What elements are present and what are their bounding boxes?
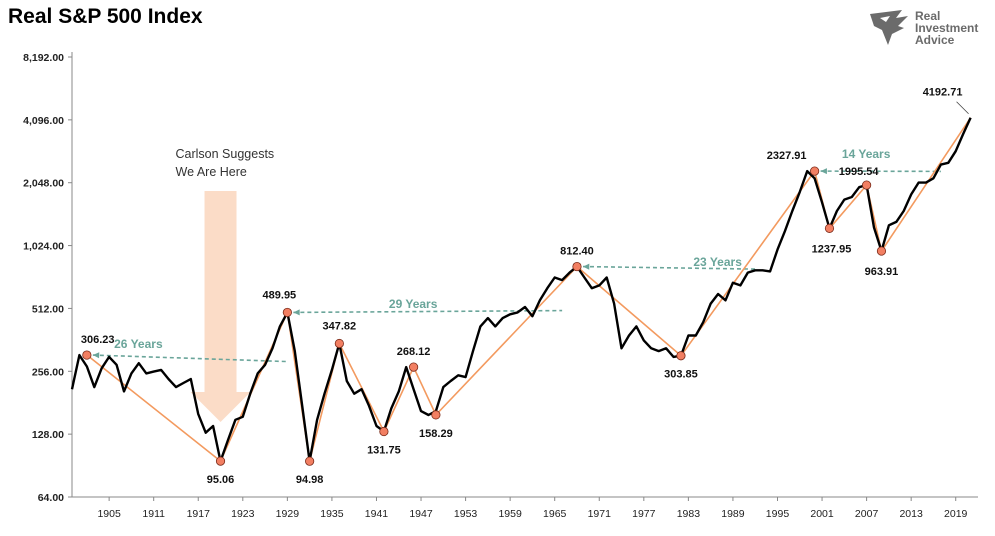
x-tick-label: 1953 [454, 508, 478, 520]
data-point-marker [282, 307, 292, 318]
x-tick-label: 1977 [632, 508, 656, 520]
data-point-marker [409, 362, 419, 372]
data-point-marker [810, 166, 820, 176]
callout-line-1: Carlson Suggests [176, 147, 275, 161]
data-label: 306.23 [81, 334, 115, 346]
span-label: 23 Years [693, 255, 742, 269]
brand-name: Real Investment Advice [915, 10, 978, 46]
y-tick-label: 128.00 [32, 429, 64, 441]
brand-line-3: Advice [915, 33, 955, 47]
y-tick-label: 64.00 [38, 492, 64, 504]
x-tick-label: 1941 [365, 508, 389, 520]
x-tick-label: 2019 [944, 508, 968, 520]
data-point-marker [824, 223, 835, 233]
x-tick-label: 1911 [142, 508, 165, 520]
data-label: 489.95 [263, 289, 297, 301]
x-tick-label: 1917 [187, 508, 211, 520]
chart-title: Real S&P 500 Index [8, 5, 203, 28]
data-point-marker [431, 410, 441, 420]
span-label: 14 Years [842, 147, 891, 161]
data-label: 4192.71 [923, 87, 963, 99]
data-point-marker [305, 456, 315, 466]
span-label: 26 Years [114, 337, 163, 351]
data-point-marker [572, 261, 582, 272]
y-tick-label: 256.00 [32, 366, 64, 378]
data-label: 158.29 [419, 428, 453, 440]
data-point-marker [876, 246, 887, 256]
x-tick-label: 2007 [855, 508, 879, 520]
x-tick-label: 1935 [320, 508, 344, 520]
span-arrow-head [820, 168, 827, 175]
data-label: 303.85 [664, 369, 698, 381]
x-tick-label: 1929 [276, 508, 300, 520]
x-tick-label: 1947 [409, 508, 433, 520]
x-tick-label: 1983 [677, 508, 701, 520]
x-tick-label: 1965 [543, 508, 567, 520]
x-tick-label: 2001 [810, 508, 834, 520]
y-tick-label: 1,024.00 [23, 241, 64, 253]
data-label: 963.91 [865, 266, 899, 278]
data-label: 2327.91 [767, 150, 807, 162]
callout-arrow [190, 191, 251, 422]
data-point-marker [82, 350, 92, 360]
span-arrow-line [582, 265, 756, 270]
label-leader-line [956, 101, 969, 115]
data-label: 812.40 [560, 246, 594, 258]
span-arrow-line [293, 309, 563, 314]
data-label: 95.06 [207, 474, 235, 486]
x-tick-label: 1905 [97, 508, 121, 520]
brand-line-2: Investment [915, 21, 979, 35]
span-label: 29 Years [389, 297, 438, 311]
data-point-marker [676, 351, 686, 361]
brand-line-1: Real [915, 9, 941, 23]
callout-line-2: We Are Here [176, 165, 247, 179]
y-tick-label: 2,048.00 [23, 178, 64, 190]
x-tick-label: 1923 [231, 508, 255, 520]
eagle-logo-icon [870, 10, 908, 45]
data-point-marker [862, 180, 872, 190]
span-arrow-head [293, 309, 300, 316]
brand-logo: Real Investment Advice [868, 8, 988, 46]
data-label: 1995.54 [839, 166, 880, 178]
data-label: 347.82 [323, 320, 357, 332]
span-arrow-head [582, 263, 590, 270]
span-arrow-head [92, 352, 100, 359]
data-label: 94.98 [296, 474, 324, 486]
data-label: 1237.95 [812, 243, 852, 255]
x-tick-label: 2013 [899, 508, 923, 520]
x-tick-label: 1989 [721, 508, 745, 520]
span-arrow-line [92, 354, 288, 363]
x-tick-label: 1971 [588, 508, 612, 520]
data-point-marker [379, 426, 389, 437]
data-label: 131.75 [367, 445, 401, 457]
y-tick-label: 4,096.00 [23, 115, 64, 127]
x-tick-label: 1959 [498, 508, 522, 520]
x-tick-label: 1995 [766, 508, 790, 520]
data-point-marker [215, 456, 226, 466]
y-tick-label: 512.00 [32, 303, 64, 315]
data-label: 268.12 [397, 346, 431, 358]
data-point-marker [334, 338, 344, 349]
y-tick-label: 8,192.00 [23, 52, 64, 64]
